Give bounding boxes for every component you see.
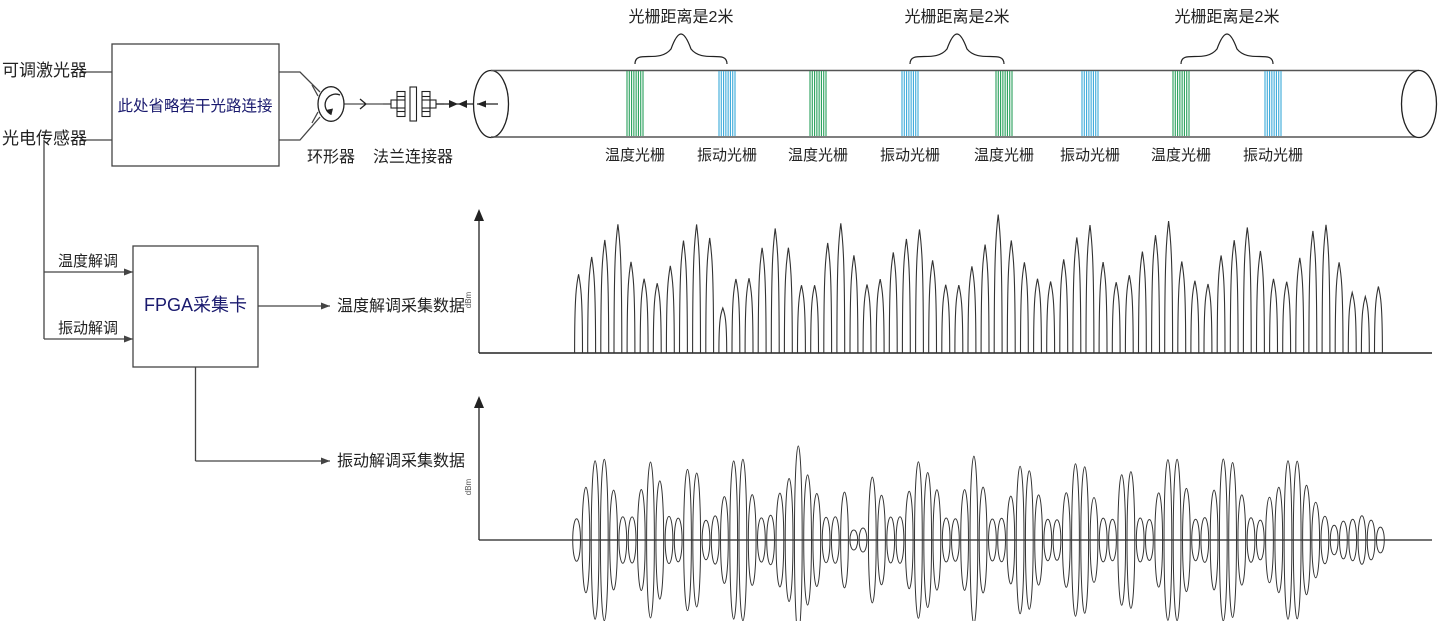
svg-text:温度光栅: 温度光栅 (788, 147, 848, 164)
svg-text:振动光栅: 振动光栅 (697, 147, 757, 164)
svg-text:振动光栅: 振动光栅 (1060, 147, 1120, 164)
svg-text:振动光栅: 振动光栅 (880, 147, 940, 164)
svg-text:dBm: dBm (464, 291, 473, 308)
svg-text:振动光栅: 振动光栅 (1243, 147, 1303, 164)
svg-text:温度解调采集数据: 温度解调采集数据 (337, 297, 465, 315)
svg-text:温度光栅: 温度光栅 (605, 147, 665, 164)
svg-text:FPGA采集卡: FPGA采集卡 (144, 295, 247, 315)
svg-text:温度光栅: 温度光栅 (974, 147, 1034, 164)
svg-text:dBm: dBm (464, 478, 473, 495)
svg-text:光栅距离是2米: 光栅距离是2米 (905, 8, 1010, 26)
svg-text:此处省略若干光路连接: 此处省略若干光路连接 (117, 97, 272, 115)
svg-text:温度光栅: 温度光栅 (1151, 147, 1211, 164)
svg-text:温度解调: 温度解调 (58, 253, 118, 270)
svg-text:环形器: 环形器 (307, 148, 355, 166)
svg-text:光栅距离是2米: 光栅距离是2米 (629, 8, 734, 26)
svg-text:光栅距离是2米: 光栅距离是2米 (1175, 8, 1280, 26)
svg-text:振动解调采集数据: 振动解调采集数据 (337, 452, 465, 470)
svg-text:可调激光器: 可调激光器 (2, 61, 87, 80)
svg-text:振动解调: 振动解调 (58, 320, 118, 337)
svg-text:法兰连接器: 法兰连接器 (373, 148, 453, 166)
svg-text:光电传感器: 光电传感器 (2, 129, 87, 148)
